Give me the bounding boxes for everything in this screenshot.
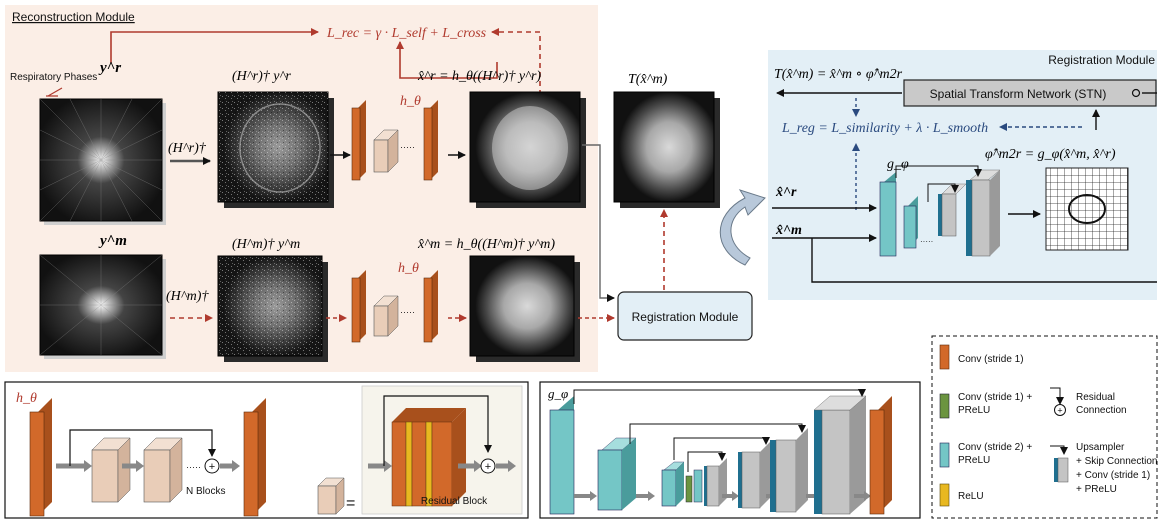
h-theta-detail-label: h_θ — [16, 391, 37, 406]
svg-text:+ Skip Connection: + Skip Connection — [1076, 456, 1157, 467]
svg-text:Upsampler: Upsampler — [1076, 442, 1125, 453]
svg-text:+: + — [1057, 406, 1062, 416]
y-r-label: y^r — [98, 60, 121, 76]
xr-init-label: (H^r)† y^r — [232, 69, 291, 84]
legend-item-conv-prelu: Conv (stride 1) + PReLU — [939, 392, 1032, 419]
legend-item-residual: + Residual Connection — [1050, 387, 1127, 416]
h-theta-label-r: h_θ — [400, 94, 421, 109]
phi-equation: φ̂^m2r = g_φ(x̂^m, x̂^r) — [985, 147, 1116, 162]
g-phi-label-reg: g_φ — [887, 157, 909, 172]
svg-text:·····: ····· — [920, 237, 933, 246]
yr-to-loss-arrow — [110, 28, 319, 63]
g-phi-network-reg: ····· — [879, 165, 1001, 257]
respiratory-phases-label: Respiratory Phases — [10, 72, 97, 83]
svg-text:·····: ····· — [400, 307, 415, 317]
block-legend-cube — [317, 477, 345, 515]
svg-text:Conv (stride 1) +: Conv (stride 1) + — [958, 392, 1032, 403]
warp-equation: T(x̂^m) = x̂^m ∘ φ̂^m2r — [774, 67, 903, 82]
svg-text:Conv (stride 2) +: Conv (stride 2) + — [958, 442, 1032, 453]
legend-item-conv-stride1: Conv (stride 1) — [939, 344, 1024, 370]
zoom-curved-arrow — [719, 189, 766, 266]
g-phi-detail-label: g_φ — [548, 386, 568, 401]
n-blocks-label: N Blocks — [186, 486, 225, 497]
respiratory-phase-bracket — [46, 87, 63, 97]
legend-item-upsampler: Upsampler + Skip Connection + Conv (stri… — [1050, 442, 1157, 495]
svg-text:+ Conv (stride 1): + Conv (stride 1) — [1076, 470, 1150, 481]
xm-label-reg: x̂^m — [775, 223, 802, 238]
xr-to-loss-arrow — [396, 41, 498, 79]
g-phi-detail-network — [549, 389, 892, 515]
legend-panel — [931, 335, 1158, 519]
svg-text:PReLU: PReLU — [958, 455, 990, 466]
y-m-label: y^m — [98, 233, 127, 249]
legend-item-relu: ReLU — [939, 483, 984, 507]
svg-text:PReLU: PReLU — [958, 405, 990, 416]
svg-text:+ PReLU: + PReLU — [1076, 484, 1117, 495]
residual-block-network: + — [368, 395, 516, 507]
xr-label-reg: x̂^r — [775, 185, 797, 200]
svg-text:Spatial Transform Network (STN: Spatial Transform Network (STN) — [930, 87, 1107, 101]
h-r-adjoint-label: (H^r)† — [168, 141, 207, 156]
h-theta-label-m: h_θ — [398, 261, 419, 276]
mri-noisy-m — [217, 255, 328, 362]
warped-image-txm — [613, 91, 720, 208]
reconstruction-loss-label: L_rec = γ · L_self + L_cross — [326, 26, 487, 41]
svg-text:ReLU: ReLU — [958, 491, 984, 502]
svg-text:Connection: Connection — [1076, 405, 1127, 416]
svg-text:·····: ····· — [400, 142, 415, 152]
kspace-image-m — [39, 254, 166, 359]
equals-sign: = — [346, 495, 355, 512]
svg-text:Residual: Residual — [1076, 392, 1115, 403]
xm-to-stn-loop — [811, 238, 1157, 283]
reconstruction-module-title: Reconstruction Module — [12, 10, 135, 24]
kspace-image-r — [39, 98, 166, 225]
svg-text:·····: ····· — [186, 462, 201, 472]
residual-block-label: Residual Block — [421, 496, 488, 507]
h-theta-detail-network: ····· + — [29, 398, 266, 517]
svg-text:+: + — [209, 461, 215, 473]
mri-noisy-r — [217, 91, 334, 208]
svg-text:+: + — [485, 461, 491, 473]
deformation-field-grid — [1045, 167, 1129, 251]
registration-module-title: Registration Module — [1048, 53, 1155, 67]
registration-module-button[interactable]: Registration Module — [617, 291, 753, 341]
txm-label: T(x̂^m) — [628, 72, 668, 87]
stn-box: Spatial Transform Network (STN) — [903, 79, 1157, 107]
svg-text:Registration Module: Registration Module — [632, 310, 739, 324]
h-theta-network-r: ····· — [351, 100, 438, 181]
h-theta-network-m: ····· — [351, 270, 438, 343]
mri-clean-r — [469, 91, 586, 208]
legend-item-conv-stride2: Conv (stride 2) + PReLU — [939, 442, 1032, 468]
xr-to-registration-arrow — [582, 144, 615, 302]
txm-to-loss-dashed-arrow — [491, 28, 541, 95]
xm-hat-label: x̂^m = h_θ((H^m)† y^m) — [417, 237, 555, 252]
xr-hat-label: x̂^r = h_θ((H^r)† y^r) — [417, 69, 541, 84]
mri-clean-m — [469, 255, 580, 362]
xm-init-label: (H^m)† y^m — [232, 237, 300, 252]
svg-text:Conv (stride 1): Conv (stride 1) — [958, 354, 1024, 365]
registration-loss-label: L_reg = L_similarity + λ · L_smooth — [781, 121, 988, 136]
h-m-adjoint-label: (H^m)† — [166, 289, 209, 304]
